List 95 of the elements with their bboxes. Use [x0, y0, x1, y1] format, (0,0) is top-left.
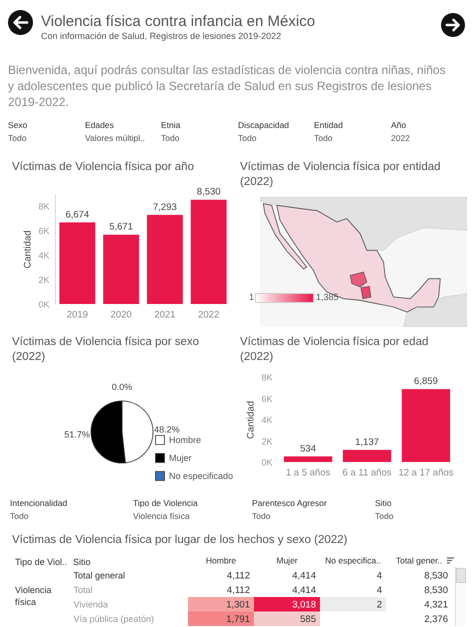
x-tick-label: 2020: [110, 310, 132, 320]
x-tick-label: 2022: [198, 310, 220, 320]
text: Bienvenida, aquí podrás consultar las estadísticas de violencia contra niñas, niños y adolescentes que publicó la Secretaría de Salud en sus Registros de lesiones 2019-2022.: [8, 62, 447, 110]
text: Todo: [252, 511, 270, 521]
data-label: 8,530: [196, 186, 221, 198]
y-tick-label: 4K: [261, 415, 272, 425]
data-label: 48.2%: [154, 424, 180, 435]
chart-title: Víctimas de Violencia física por año: [12, 160, 195, 175]
text: Entidad: [314, 120, 343, 130]
text: Víctimas de Violencia física por entidad (2022): [240, 160, 442, 190]
data-label: 585: [300, 614, 316, 625]
data-label: 1,791: [226, 614, 250, 625]
x-tick-label: Total gener..: [396, 556, 442, 566]
text: Todo: [161, 133, 180, 143]
y-tick-label: Total general: [74, 570, 126, 580]
x-tick-label: No especifica..: [325, 556, 381, 566]
text: 4,112: [226, 570, 250, 582]
y-tick-label: 0K: [261, 458, 272, 468]
data-label: 5,671: [109, 222, 133, 233]
y-tick-label: Vivienda: [74, 599, 108, 610]
bar: [59, 222, 96, 304]
text: Edades: [85, 120, 114, 130]
text: 1: [249, 291, 254, 303]
data-label: 6,859: [414, 376, 438, 388]
y-tick-label: 2K: [38, 275, 50, 286]
x-tick-label: 2019: [66, 310, 88, 320]
bar: [146, 214, 183, 304]
bar: [284, 456, 332, 462]
data-label: 1,137: [355, 436, 379, 448]
text: 0.0%: [112, 382, 132, 392]
data-label: 6,674: [65, 209, 90, 220]
text: Violencia física contra infancia en México: [41, 12, 316, 32]
text: 8,530: [424, 584, 448, 596]
legend-label: No especificado: [169, 471, 234, 481]
text: Sexo: [8, 120, 28, 130]
text: Parentesco Agresor: [252, 498, 327, 508]
data-label: 534: [300, 443, 316, 454]
text: Violencia física: [133, 511, 190, 521]
text: Año: [391, 120, 406, 130]
y-tick-label: 6K: [38, 226, 50, 236]
bar: [402, 389, 450, 462]
text: Violencia física: [15, 584, 52, 608]
text: Todo: [8, 133, 26, 143]
y-axis-title: Cantidad: [22, 230, 34, 269]
data-label: 7,293: [153, 202, 177, 213]
x-tick-label: Hombre: [206, 556, 236, 566]
data-label: 1,301: [226, 599, 250, 610]
text: Todo: [10, 511, 28, 521]
text: Todo: [314, 133, 332, 143]
text: Sitio: [375, 498, 392, 508]
y-tick-label: 4K: [38, 250, 50, 261]
text: Todo: [238, 133, 256, 143]
text: 4: [376, 570, 382, 582]
text: 4,112: [226, 584, 250, 596]
y-tick-label: 8K: [261, 372, 272, 382]
text: Sitio: [73, 556, 92, 568]
text: Intencionalidad: [10, 498, 68, 508]
text: 2,376: [424, 614, 448, 625]
text: Todo: [375, 511, 394, 521]
text: Con información de Salud, Registros de lesiones 2019-2022: [41, 31, 282, 41]
x-tick-label: 12 a 17 años: [398, 468, 454, 478]
x-tick-label: 2021: [154, 310, 176, 320]
text: 4,414: [292, 570, 316, 582]
x-tick-label: Mujer: [276, 556, 298, 566]
legend-label: Hombre: [169, 435, 202, 445]
y-tick-label: 2K: [261, 436, 272, 446]
chart-title: Víctimas de Violencia física por edad (2022): [240, 335, 430, 365]
y-tick-label: 0K: [38, 300, 50, 310]
text: 4: [376, 584, 382, 596]
text: 1,385: [316, 291, 339, 303]
bar: [103, 234, 140, 304]
text: 8,530: [424, 570, 448, 582]
data-label: 51.7%: [64, 429, 90, 440]
y-tick-label: Vía pública (peatón): [74, 614, 154, 624]
data-label: 2: [376, 599, 382, 610]
text: Discapacidad: [238, 120, 290, 130]
y-tick-label: 6K: [261, 394, 272, 404]
text: Etnia: [161, 120, 180, 130]
x-tick-label: 1 a 5 años: [286, 468, 330, 478]
y-tick-label: 8K: [38, 202, 50, 212]
chart-title: Víctimas de Violencia física por sexo (2022): [12, 335, 200, 365]
text: 4,414: [292, 584, 316, 596]
x-tick-label: 6 a 11 años: [342, 468, 392, 478]
y-axis-title: Cantidad: [245, 400, 256, 440]
chart-title: Víctimas de Violencia física por lugar de los hechos y sexo (2022): [12, 533, 348, 548]
bar: [342, 450, 392, 462]
data-label: 3,018: [292, 599, 316, 610]
text: Tipo de Viol..: [15, 556, 68, 568]
text: Valores múltipl..: [85, 133, 145, 143]
legend-label: Mujer: [169, 453, 192, 463]
text: 4,321: [424, 599, 448, 610]
text: Tipo de Violencia: [133, 498, 198, 508]
text: 2022: [391, 133, 410, 143]
y-tick-label: Total: [74, 584, 93, 595]
bar: [190, 200, 227, 304]
